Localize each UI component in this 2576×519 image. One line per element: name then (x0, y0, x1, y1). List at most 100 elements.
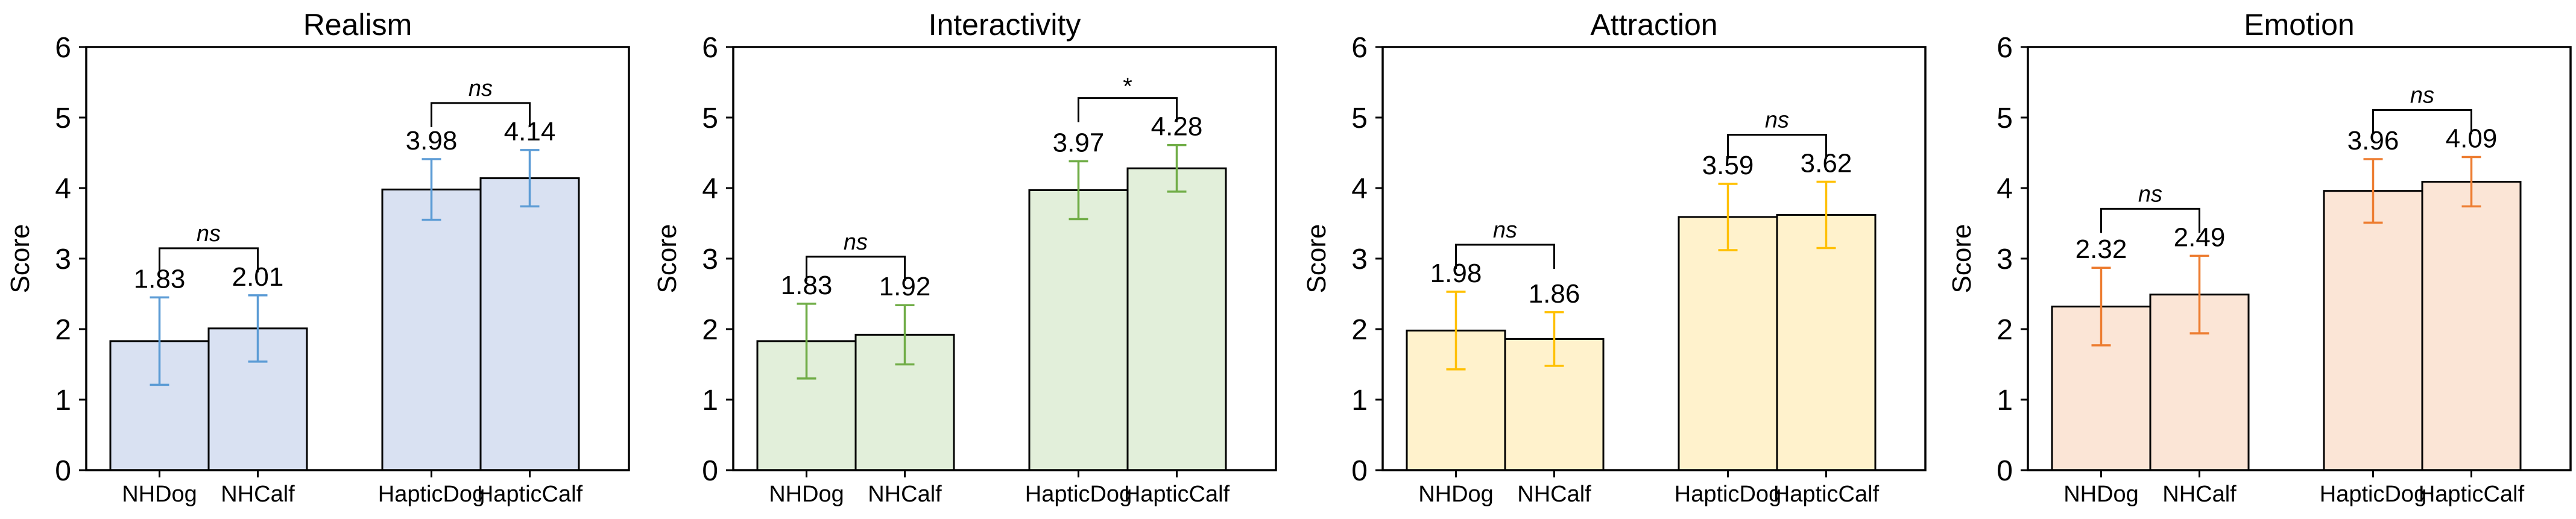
significance-bracket-line (806, 256, 906, 281)
plot-frame (1381, 46, 1927, 471)
significance-label: ns (1493, 218, 1517, 243)
y-tick-label: 6 (55, 32, 71, 64)
y-tick-label: 6 (1351, 32, 1368, 64)
error-bar (520, 149, 540, 208)
y-tick-label: 5 (1997, 102, 2013, 134)
y-tick-label: 5 (702, 102, 718, 134)
x-tick-label: HapticCalf (1773, 482, 1880, 507)
data-label: 1.86 (1529, 279, 1580, 309)
significance-label: * (1123, 74, 1132, 100)
y-tick-label: 5 (1351, 102, 1368, 134)
y-tick-label: 3 (1351, 244, 1368, 275)
error-bar (2189, 254, 2209, 335)
plot-frame (2027, 46, 2572, 471)
error-bar (2091, 266, 2111, 347)
x-tick-label: HapticCalf (2419, 482, 2525, 507)
y-tick-label: 0 (1997, 455, 2013, 487)
y-tick-label: 0 (702, 455, 718, 487)
plot-frame (85, 46, 630, 471)
y-axis-label: Score (5, 224, 35, 294)
bar-hapticdog (1028, 189, 1129, 471)
y-tick-label: 4 (55, 173, 71, 205)
y-tick-label: 4 (702, 173, 718, 205)
significance-bracket: ns (1727, 107, 1827, 159)
x-tick-label: HapticDog (378, 482, 485, 507)
x-tick-label: HapticCalf (1124, 482, 1230, 507)
error-bar (1446, 291, 1466, 371)
x-tick-label: NHDog (122, 482, 197, 507)
y-axis-label: Score (1302, 224, 1331, 294)
significance-label: ns (2138, 181, 2162, 207)
bar-hapticcalf (2421, 180, 2522, 471)
bar-hapticdog (2323, 190, 2423, 471)
significance-bracket-line (1727, 133, 1827, 159)
bar-hapticcalf (1126, 167, 1227, 471)
significance-bracket: ns (431, 76, 531, 127)
bar-hapticdog (1678, 216, 1778, 471)
significance-bracket-line (1455, 244, 1555, 269)
x-tick-label: HapticDog (1675, 482, 1781, 507)
y-tick-label: 0 (1351, 455, 1368, 487)
y-tick-label: 1 (1351, 385, 1368, 417)
y-tick-label: 3 (702, 244, 718, 275)
error-bar (2461, 156, 2481, 208)
y-tick-label: 2 (1351, 314, 1368, 346)
y-tick-label: 6 (1997, 32, 2013, 64)
y-tick-label: 0 (55, 455, 71, 487)
x-tick-label: HapticDog (1025, 482, 1132, 507)
chart-panel-interactivity: InteractivityScore01234561.83NHDog1.92NH… (652, 8, 1277, 507)
error-bar (421, 158, 441, 221)
chart-panel-realism: RealismScore01234561.83NHDog2.01NHCalf3.… (5, 8, 630, 507)
y-tick-label: 6 (702, 32, 718, 64)
significance-bracket-line (431, 102, 531, 127)
data-label: 3.97 (1053, 128, 1105, 158)
error-bar (2363, 158, 2383, 224)
y-tick-label: 4 (1351, 173, 1368, 205)
significance-bracket-line (2100, 207, 2200, 233)
x-tick-label: NHCalf (868, 482, 942, 507)
significance-bracket: ns (159, 221, 259, 272)
significance-bracket-line (1078, 97, 1178, 122)
significance-label: ns (1765, 107, 1789, 133)
chart-panel-attraction: AttractionScore01234561.98NHDog1.86NHCal… (1302, 8, 1927, 507)
significance-label: ns (844, 230, 868, 255)
significance-bracket: ns (806, 230, 906, 281)
error-bar (248, 294, 268, 363)
x-tick-label: HapticCalf (477, 482, 583, 507)
significance-label: ns (197, 221, 221, 247)
significance-bracket: ns (2100, 181, 2200, 233)
data-label: 2.32 (2076, 234, 2127, 264)
y-tick-label: 3 (55, 244, 71, 275)
y-tick-label: 1 (55, 385, 71, 417)
x-tick-label: NHCalf (2162, 482, 2237, 507)
y-tick-label: 2 (1997, 314, 2013, 346)
significance-bracket: * (1078, 74, 1178, 122)
error-bar (895, 304, 915, 366)
x-tick-label: NHDog (1418, 482, 1494, 507)
error-bar (797, 303, 816, 380)
x-tick-label: HapticDog (2320, 482, 2426, 507)
bar-hapticdog (381, 188, 482, 471)
y-tick-label: 1 (1997, 385, 2013, 417)
x-tick-label: NHDog (2063, 482, 2139, 507)
bar-hapticcalf (1776, 213, 1877, 471)
bar-hapticcalf (479, 177, 580, 471)
y-tick-label: 3 (1997, 244, 2013, 275)
y-tick-label: 5 (55, 102, 71, 134)
y-axis-label: Score (1947, 224, 1977, 294)
y-axis-label: Score (652, 224, 682, 294)
significance-bracket-line (159, 247, 259, 272)
significance-bracket-line (2372, 109, 2472, 134)
y-tick-label: 2 (702, 314, 718, 346)
panel-title: Interactivity (929, 8, 1081, 42)
error-bar (1718, 183, 1738, 251)
x-tick-label: NHCalf (1517, 482, 1591, 507)
y-tick-label: 1 (702, 385, 718, 417)
y-tick-label: 2 (55, 314, 71, 346)
error-bar (1816, 180, 1836, 250)
data-label: 3.98 (406, 126, 458, 156)
error-bar (1544, 311, 1564, 367)
error-bar (1167, 143, 1187, 193)
significance-label: ns (469, 76, 493, 101)
